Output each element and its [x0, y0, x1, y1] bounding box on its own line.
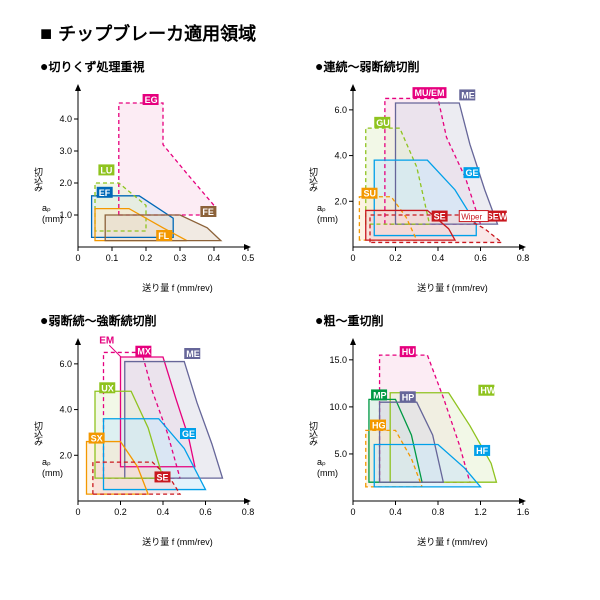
svg-text:HU: HU	[402, 347, 415, 357]
svg-text:0.6: 0.6	[474, 253, 487, 263]
main-title-text: チップブレーカ適用領域	[58, 24, 256, 44]
svg-text:2.0: 2.0	[59, 178, 72, 188]
svg-text:SE: SE	[157, 472, 169, 482]
svg-text:2.0: 2.0	[334, 196, 347, 206]
svg-text:2.0: 2.0	[59, 450, 72, 460]
svg-text:0.8: 0.8	[517, 253, 530, 263]
svg-text:0: 0	[75, 507, 80, 517]
svg-text:HG: HG	[372, 421, 386, 431]
chart-area: 切込みaₚ(mm)00.20.40.60.82.04.06.0EMMXMEUXG…	[40, 333, 260, 533]
svg-text:0.2: 0.2	[114, 507, 127, 517]
main-title: ■ チップブレーカ適用領域	[40, 20, 560, 46]
svg-text:UX: UX	[101, 383, 114, 393]
svg-text:LU: LU	[100, 165, 112, 175]
panel-title: ●弱断続～強断続切削	[40, 312, 285, 329]
svg-text:15.0: 15.0	[329, 355, 347, 365]
svg-text:SEW: SEW	[487, 212, 508, 222]
svg-text:0.3: 0.3	[174, 253, 187, 263]
svg-text:0.4: 0.4	[432, 253, 445, 263]
svg-text:4.0: 4.0	[59, 405, 72, 415]
x-axis-label: 送り量 f (mm/rev)	[345, 281, 560, 294]
svg-text:GE: GE	[182, 429, 195, 439]
svg-text:5.0: 5.0	[334, 449, 347, 459]
svg-text:0.4: 0.4	[389, 507, 402, 517]
svg-text:0.4: 0.4	[208, 253, 221, 263]
svg-text:EF: EF	[99, 188, 111, 198]
svg-text:0: 0	[350, 253, 355, 263]
svg-text:SE: SE	[434, 212, 446, 222]
panel-title: ●連続～弱断続切削	[315, 58, 560, 75]
svg-text:4.0: 4.0	[59, 114, 72, 124]
svg-text:1.0: 1.0	[59, 210, 72, 220]
chart-panel: ●連続～弱断続切削切込みaₚ(mm)00.20.40.60.82.04.06.0…	[315, 58, 560, 294]
chart-area: 切込みaₚ(mm)00.40.81.21.65.010.015.0HUHWMPH…	[315, 333, 535, 533]
svg-text:0.2: 0.2	[389, 253, 402, 263]
chart-grid: ●切りくず処理重視切込みaₚ(mm)00.10.20.30.40.51.02.0…	[40, 58, 560, 548]
svg-text:0.5: 0.5	[242, 253, 255, 263]
svg-text:GE: GE	[466, 168, 479, 178]
svg-text:HP: HP	[402, 392, 415, 402]
svg-text:SU: SU	[364, 189, 377, 199]
svg-text:HW: HW	[480, 386, 495, 396]
svg-text:6.0: 6.0	[334, 105, 347, 115]
svg-text:10.0: 10.0	[329, 402, 347, 412]
x-axis-label: 送り量 f (mm/rev)	[70, 535, 285, 548]
chart-area: 切込みaₚ(mm)00.10.20.30.40.51.02.03.04.0EGE…	[40, 79, 260, 279]
svg-text:MX: MX	[137, 347, 151, 357]
svg-text:1.6: 1.6	[517, 507, 530, 517]
x-axis-label: 送り量 f (mm/rev)	[70, 281, 285, 294]
svg-text:0.6: 0.6	[199, 507, 212, 517]
svg-text:MP: MP	[373, 390, 387, 400]
square-bullet: ■	[40, 23, 52, 45]
svg-text:Wiper: Wiper	[461, 213, 482, 222]
svg-text:0.8: 0.8	[432, 507, 445, 517]
svg-text:SX: SX	[91, 434, 103, 444]
svg-text:3.0: 3.0	[59, 146, 72, 156]
svg-text:EG: EG	[145, 95, 158, 105]
svg-text:FL: FL	[158, 231, 169, 241]
svg-text:FE: FE	[202, 207, 214, 217]
svg-text:4.0: 4.0	[334, 151, 347, 161]
svg-text:EM: EM	[99, 335, 114, 346]
panel-title: ●切りくず処理重視	[40, 58, 285, 75]
svg-text:1.2: 1.2	[474, 507, 487, 517]
chart-panel: ●切りくず処理重視切込みaₚ(mm)00.10.20.30.40.51.02.0…	[40, 58, 285, 294]
panel-title: ●粗～重切削	[315, 312, 560, 329]
x-axis-label: 送り量 f (mm/rev)	[345, 535, 560, 548]
chart-panel: ●弱断続～強断続切削切込みaₚ(mm)00.20.40.60.82.04.06.…	[40, 312, 285, 548]
svg-text:0: 0	[350, 507, 355, 517]
svg-text:ME: ME	[461, 90, 475, 100]
svg-text:0.4: 0.4	[157, 507, 170, 517]
chart-panel: ●粗～重切削切込みaₚ(mm)00.40.81.21.65.010.015.0H…	[315, 312, 560, 548]
svg-text:0: 0	[75, 253, 80, 263]
chart-area: 切込みaₚ(mm)00.20.40.60.82.04.06.0MU/EMMEGU…	[315, 79, 535, 279]
svg-text:MU/EM: MU/EM	[415, 88, 445, 98]
svg-text:0.2: 0.2	[140, 253, 153, 263]
svg-text:0.8: 0.8	[242, 507, 255, 517]
svg-text:GU: GU	[376, 118, 390, 128]
svg-text:6.0: 6.0	[59, 359, 72, 369]
svg-text:ME: ME	[186, 349, 200, 359]
svg-text:0.1: 0.1	[106, 253, 119, 263]
svg-text:HF: HF	[476, 446, 488, 456]
